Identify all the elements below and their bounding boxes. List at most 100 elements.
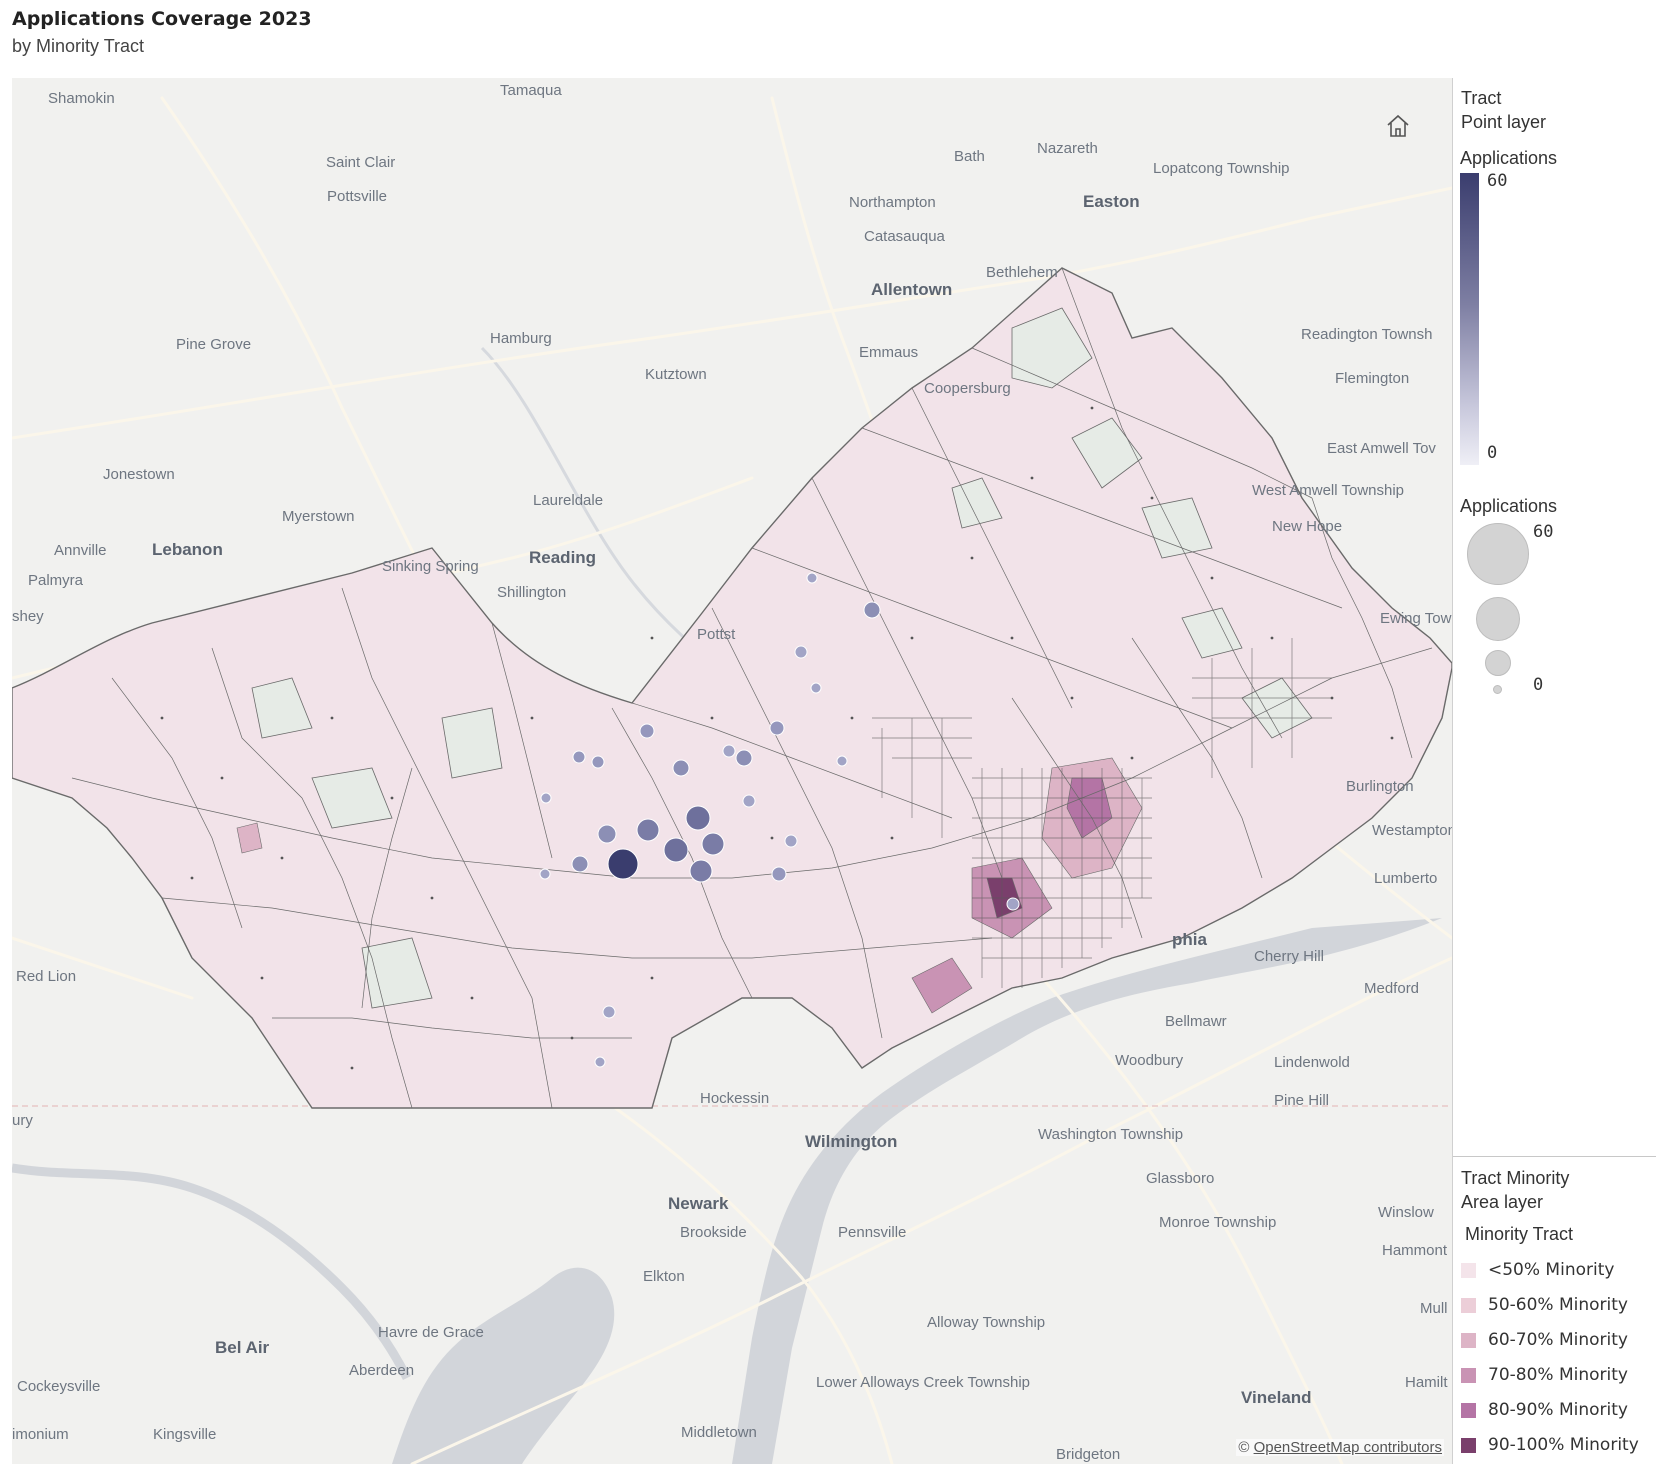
tract-fills-green bbox=[251, 307, 1313, 1009]
place-label: Kutztown bbox=[645, 366, 707, 383]
tract-point[interactable] bbox=[689, 859, 713, 883]
place-label: New Hope bbox=[1272, 518, 1343, 535]
tract-point[interactable] bbox=[607, 848, 639, 880]
tract-point[interactable] bbox=[539, 868, 551, 880]
legend-item[interactable]: <50% Minority bbox=[1461, 1259, 1614, 1281]
swatch-lt50 bbox=[1461, 1262, 1476, 1278]
place-label: Monroe Township bbox=[1159, 1214, 1277, 1231]
place-label: West Amwell Township bbox=[1252, 482, 1405, 499]
tract-point[interactable] bbox=[571, 855, 589, 873]
tract-point[interactable] bbox=[540, 792, 552, 804]
swatch-60-70 bbox=[1461, 1332, 1476, 1348]
tract-point[interactable] bbox=[685, 805, 711, 831]
tract-point[interactable] bbox=[701, 832, 725, 856]
place-label: Shamokin bbox=[48, 90, 115, 107]
legend-item[interactable]: 50-60% Minority bbox=[1461, 1294, 1628, 1316]
map-canvas[interactable]: Shamokin Tamaqua Saint Clair Pottsville … bbox=[12, 78, 1452, 1464]
study-region-outline[interactable] bbox=[12, 267, 1452, 1109]
tract-point[interactable] bbox=[663, 837, 689, 863]
place-label: Brookside bbox=[680, 1224, 747, 1241]
tract-point[interactable] bbox=[810, 682, 822, 694]
place-label: phia bbox=[1172, 930, 1207, 949]
place-label: Hamilt bbox=[1405, 1374, 1448, 1391]
color-legend-max: 60 bbox=[1487, 171, 1508, 191]
place-label: Pottsville bbox=[327, 188, 388, 205]
map-layers bbox=[12, 96, 1452, 1464]
legend-divider bbox=[1453, 1156, 1656, 1157]
place-label: Cockeysville bbox=[17, 1378, 101, 1395]
tract-point[interactable] bbox=[735, 749, 753, 767]
tract-point[interactable] bbox=[836, 755, 848, 767]
tract-point[interactable] bbox=[639, 723, 655, 739]
place-label: Woodbury bbox=[1115, 1052, 1184, 1069]
tract-point[interactable] bbox=[672, 759, 690, 777]
legend-item[interactable]: 90-100% Minority bbox=[1461, 1434, 1639, 1456]
size-legend-min: 0 bbox=[1533, 675, 1544, 695]
place-label: Pine Grove bbox=[176, 336, 252, 353]
color-ramp bbox=[1460, 173, 1479, 465]
point-layer-name: Tract bbox=[1461, 88, 1502, 108]
area-layer-type: Area layer bbox=[1461, 1192, 1544, 1212]
place-label: Annville bbox=[54, 542, 107, 559]
legend-item[interactable]: 80-90% Minority bbox=[1461, 1399, 1628, 1421]
osm-attribution-link[interactable]: OpenStreetMap contributors bbox=[1253, 1439, 1442, 1456]
chart-title: Applications Coverage 2023 bbox=[12, 8, 312, 30]
place-label: Northampton bbox=[849, 194, 936, 211]
place-label: Palmyra bbox=[28, 572, 84, 589]
tract-point[interactable] bbox=[591, 755, 605, 769]
place-label: Elkton bbox=[643, 1268, 685, 1285]
chesapeake-bay bbox=[392, 1267, 615, 1464]
legend-item[interactable]: 70-80% Minority bbox=[1461, 1364, 1628, 1386]
tract-point[interactable] bbox=[602, 1005, 616, 1019]
area-legend-title: Minority Tract bbox=[1465, 1224, 1574, 1244]
tract-point[interactable] bbox=[597, 824, 617, 844]
place-label: Lumberto bbox=[1374, 870, 1438, 887]
place-label: Kingsville bbox=[153, 1426, 217, 1443]
application-point-layer[interactable] bbox=[539, 572, 1020, 1068]
tract-point[interactable] bbox=[863, 601, 881, 619]
home-button[interactable] bbox=[1384, 112, 1412, 140]
swatch-50-60 bbox=[1461, 1297, 1476, 1313]
place-label: shey bbox=[12, 608, 44, 625]
place-label: Jonestown bbox=[103, 466, 175, 483]
place-label: Hamburg bbox=[490, 330, 552, 347]
place-label: Pennsville bbox=[838, 1224, 907, 1241]
tract-area-layer[interactable] bbox=[12, 267, 1452, 1109]
tract-point[interactable] bbox=[769, 720, 785, 736]
place-label: Westampton bbox=[1372, 822, 1452, 839]
tract-point[interactable] bbox=[572, 750, 586, 764]
place-label: Alloway Township bbox=[927, 1314, 1046, 1331]
tract-point[interactable] bbox=[722, 744, 736, 758]
place-label: East Amwell Tov bbox=[1327, 440, 1436, 457]
place-label: Mull bbox=[1420, 1300, 1448, 1317]
legend-item[interactable]: 60-70% Minority bbox=[1461, 1329, 1628, 1351]
size-circle-medium bbox=[1476, 597, 1520, 641]
place-label: Saint Clair bbox=[326, 154, 396, 171]
place-label: Easton bbox=[1083, 192, 1140, 211]
color-legend-min: 0 bbox=[1487, 443, 1498, 463]
swatch-90-100 bbox=[1461, 1437, 1476, 1453]
tract-point[interactable] bbox=[594, 1056, 606, 1068]
place-label: Shillington bbox=[497, 584, 567, 601]
swatch-80-90 bbox=[1461, 1402, 1476, 1418]
place-label: Emmaus bbox=[859, 344, 919, 361]
tract-point[interactable] bbox=[794, 645, 808, 659]
place-label: Bath bbox=[954, 148, 985, 165]
tract-point[interactable] bbox=[742, 794, 756, 808]
place-label: Cherry Hill bbox=[1254, 948, 1325, 965]
size-legend-max: 60 bbox=[1533, 522, 1554, 542]
place-label: Lopatcong Township bbox=[1153, 160, 1290, 177]
tract-point[interactable] bbox=[1006, 897, 1020, 911]
place-label: Hammont bbox=[1382, 1242, 1448, 1259]
place-label: Sinking Spring bbox=[382, 558, 479, 575]
tract-point[interactable] bbox=[636, 818, 660, 842]
tract-point[interactable] bbox=[771, 866, 787, 882]
place-label: Catasauqua bbox=[864, 228, 945, 245]
tract-point[interactable] bbox=[806, 572, 818, 584]
legend-item-label: 50-60% Minority bbox=[1488, 1295, 1628, 1315]
place-label: Reading bbox=[529, 548, 597, 567]
place-label: Winslow bbox=[1378, 1204, 1434, 1221]
tract-point[interactable] bbox=[784, 834, 798, 848]
place-label: Myerstown bbox=[282, 508, 355, 525]
chart-subtitle: by Minority Tract bbox=[12, 36, 145, 56]
